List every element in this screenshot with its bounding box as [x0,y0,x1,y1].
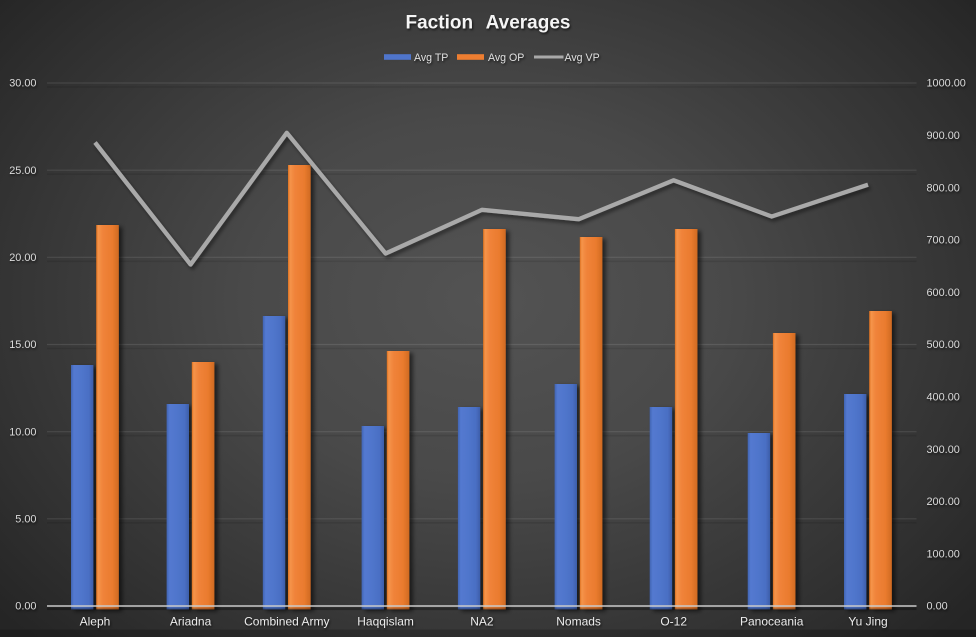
svg-text:Panoceania: Panoceania [740,615,804,629]
svg-text:300.00: 300.00 [927,444,960,456]
svg-text:5.00: 5.00 [15,514,36,526]
svg-text:Combined Army: Combined Army [244,615,329,629]
svg-text:Yu Jing: Yu Jing [848,615,887,629]
svg-text:Avg TP: Avg TP [414,52,448,64]
svg-text:Faction Averages: Faction Averages [406,13,571,34]
svg-text:Haqqislam: Haqqislam [357,615,414,629]
svg-text:O-12: O-12 [660,615,687,629]
svg-text:NA2: NA2 [470,615,494,629]
svg-text:Nomads: Nomads [556,615,601,629]
svg-text:Ariadna: Ariadna [170,615,212,629]
svg-text:30.00: 30.00 [9,78,36,90]
svg-text:Aleph: Aleph [80,615,111,629]
svg-text:400.00: 400.00 [927,392,960,404]
svg-text:0.00: 0.00 [927,601,948,613]
svg-text:500.00: 500.00 [927,339,960,351]
svg-text:700.00: 700.00 [927,235,960,247]
svg-text:10.00: 10.00 [9,426,36,438]
svg-text:800.00: 800.00 [927,182,960,194]
svg-text:25.00: 25.00 [9,165,36,177]
svg-text:0.00: 0.00 [15,601,36,613]
svg-text:1000.00: 1000.00 [927,78,966,90]
svg-text:15.00: 15.00 [9,339,36,351]
svg-text:600.00: 600.00 [927,287,960,299]
svg-text:Avg OP: Avg OP [488,52,524,64]
svg-text:100.00: 100.00 [927,548,960,560]
svg-text:Avg VP: Avg VP [565,52,600,64]
svg-text:20.00: 20.00 [9,252,36,264]
svg-text:200.00: 200.00 [927,496,960,508]
svg-text:900.00: 900.00 [927,130,960,142]
